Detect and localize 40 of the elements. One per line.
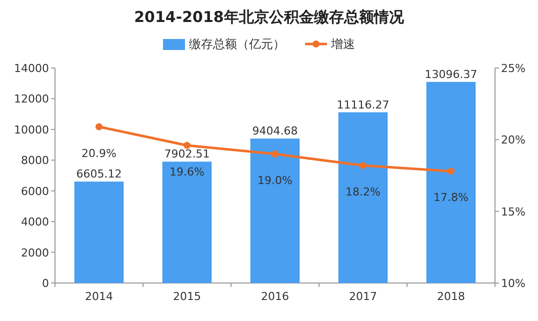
y2-tick-label: 20% — [501, 134, 526, 147]
data-label: 13096.37 — [424, 68, 478, 81]
bar — [74, 182, 124, 283]
bar — [250, 138, 300, 283]
point — [360, 162, 366, 169]
y-tick-label: 4000 — [21, 216, 49, 229]
y-tick-label: 14000 — [14, 62, 49, 75]
point — [272, 150, 278, 158]
data-label: 9404.68 — [252, 124, 298, 138]
bar — [162, 162, 212, 283]
data-label: 19.6% — [170, 165, 204, 178]
x-tick-label: 2018 — [437, 290, 465, 303]
legend-label: 缴存总额（亿元） — [189, 37, 285, 51]
data-label: 6605.12 — [76, 168, 122, 181]
legend-label: 增速 — [330, 37, 355, 51]
x-tick-label: 2016 — [261, 290, 289, 303]
data-label: 19.0% — [258, 174, 292, 187]
y2-tick-label: 15% — [501, 205, 526, 218]
data-label: 7902.51 — [164, 148, 210, 161]
y2-tick-label: 10% — [501, 277, 526, 290]
y-tick-label: 0 — [42, 277, 49, 290]
y-tick-label: 6000 — [21, 184, 49, 198]
data-label: 11116.27 — [336, 98, 390, 112]
point — [448, 168, 454, 175]
bar — [426, 82, 476, 283]
x-tick-label: 2014 — [85, 290, 113, 303]
x-tick-label: 2017 — [349, 290, 377, 303]
y-tick-label: 8000 — [21, 154, 49, 168]
data-label: 17.8% — [434, 191, 468, 204]
y-tick-label: 12000 — [14, 92, 49, 106]
y-tick-label: 2000 — [21, 246, 49, 260]
y-tick-label: 10000 — [14, 123, 49, 136]
point — [96, 123, 102, 130]
data-label: 18.2% — [346, 185, 380, 198]
chart-title: 2014-2018年北京公积金缴存总额情况 — [134, 8, 405, 26]
y2-tick-label: 25% — [501, 62, 526, 75]
bar — [338, 112, 388, 283]
point — [184, 142, 190, 149]
x-tick-label: 2015 — [173, 290, 201, 303]
data-label: 20.9% — [82, 146, 116, 160]
